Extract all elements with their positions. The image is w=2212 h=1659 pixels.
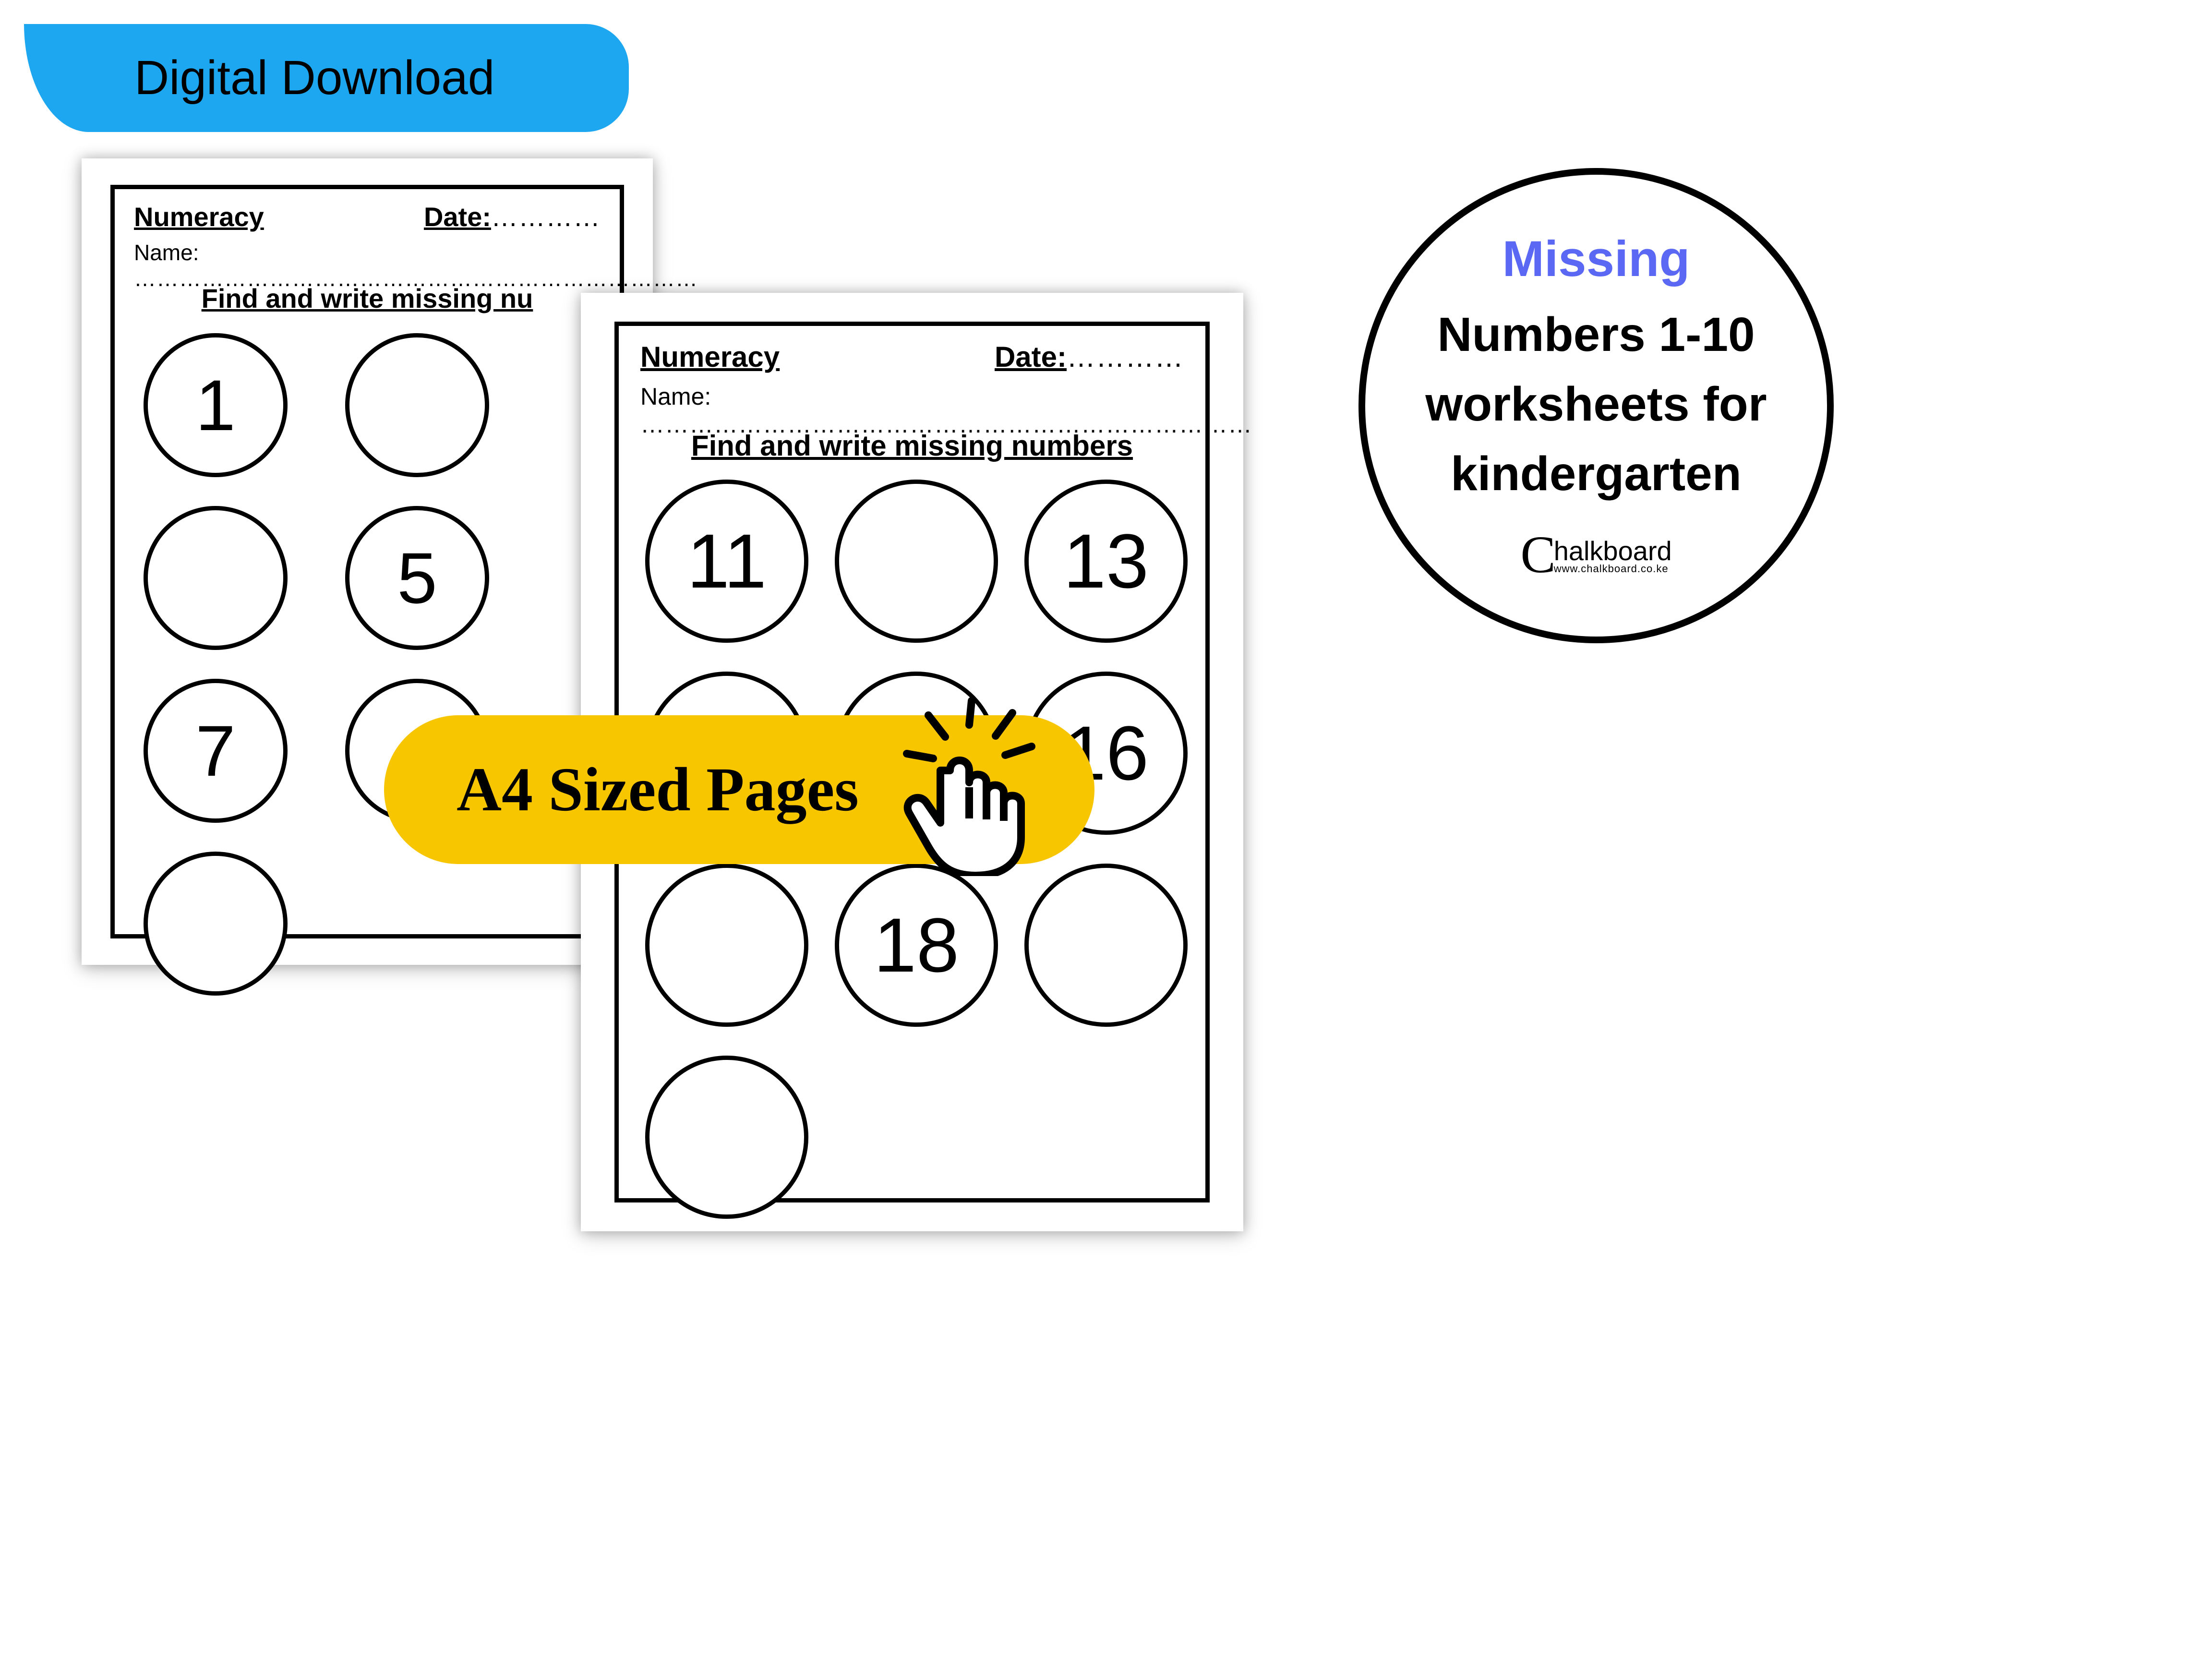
a4-sized-pages-badge: A4 Sized Pages bbox=[384, 715, 1094, 864]
instruction-text: Find and write missing nu bbox=[115, 283, 620, 314]
subject-text: Numeracy bbox=[640, 340, 780, 373]
number-value: 1 bbox=[195, 364, 235, 447]
date-label: Date: ………… bbox=[995, 340, 1184, 373]
number-circle bbox=[645, 1056, 808, 1219]
subject-label: Numeracy bbox=[640, 340, 780, 373]
product-callout-circle: Missing Numbers 1-10 worksheets for kind… bbox=[1358, 168, 1834, 643]
subject-text: Numeracy bbox=[134, 201, 264, 232]
logo-site-text: www.chalkboard.co.ke bbox=[1554, 564, 1669, 574]
number-circle: 1 bbox=[144, 333, 288, 477]
pointer-click-icon bbox=[888, 722, 1022, 857]
number-circle bbox=[345, 333, 489, 477]
number-circle bbox=[1024, 864, 1188, 1027]
number-value: 18 bbox=[874, 901, 959, 989]
callout-line1: Numbers 1-10 bbox=[1425, 300, 1767, 370]
callout-line3: kindergarten bbox=[1425, 439, 1767, 509]
instruction-text: Find and write missing numbers bbox=[619, 429, 1205, 462]
date-text: Date: bbox=[424, 201, 491, 232]
name-label: Name: bbox=[134, 240, 199, 265]
date-dots: ………… bbox=[1067, 340, 1184, 373]
number-circle: 18 bbox=[835, 864, 998, 1027]
digital-download-badge: Digital Download bbox=[24, 24, 629, 132]
subject-label: Numeracy bbox=[134, 201, 264, 232]
chalkboard-logo: C halkboard www.chalkboard.co.ke bbox=[1520, 528, 1671, 581]
digital-download-label: Digital Download bbox=[134, 50, 494, 106]
callout-missing: Missing bbox=[1503, 230, 1690, 288]
date-label: Date: ………… bbox=[424, 201, 601, 232]
number-value: 13 bbox=[1063, 517, 1149, 605]
callout-line2: worksheets for bbox=[1425, 370, 1767, 439]
logo-big-c: C bbox=[1520, 528, 1555, 581]
date-dots: ………… bbox=[491, 201, 601, 232]
a4-badge-label: A4 Sized Pages bbox=[457, 754, 859, 826]
number-value: 11 bbox=[687, 517, 767, 605]
number-circle bbox=[645, 864, 808, 1027]
name-label: Name: bbox=[640, 383, 711, 410]
callout-rest: Numbers 1-10 worksheets for kindergarten bbox=[1425, 300, 1767, 509]
number-circle: 7 bbox=[144, 679, 288, 823]
number-circle bbox=[144, 852, 288, 996]
number-circle: 5 bbox=[345, 506, 489, 650]
number-circle bbox=[144, 506, 288, 650]
logo-brand-text: halkboard bbox=[1554, 535, 1672, 566]
number-circle bbox=[835, 480, 998, 643]
number-circle: 13 bbox=[1024, 480, 1188, 643]
number-value: 7 bbox=[195, 709, 235, 793]
date-text: Date: bbox=[995, 340, 1067, 373]
number-circle: 11 bbox=[645, 480, 808, 643]
number-value: 5 bbox=[397, 537, 437, 620]
